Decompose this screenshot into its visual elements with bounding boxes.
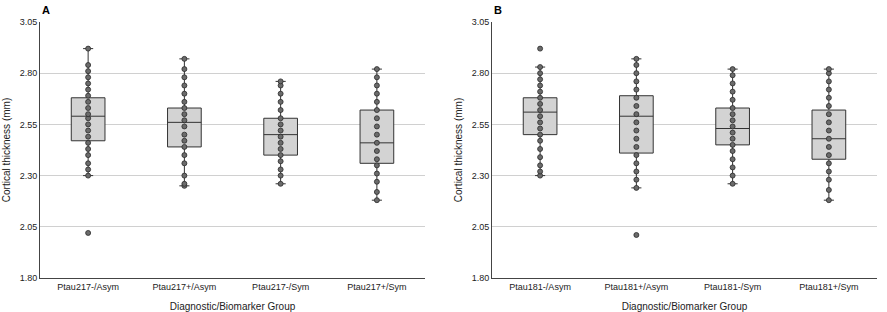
svg-text:Ptau217-/Asym: Ptau217-/Asym: [57, 282, 119, 292]
svg-text:Ptau181+/Asym: Ptau181+/Asym: [604, 282, 668, 292]
svg-text:3.05: 3.05: [20, 17, 38, 27]
svg-text:2.55: 2.55: [20, 120, 38, 130]
svg-text:3.05: 3.05: [472, 17, 490, 27]
svg-text:2.05: 2.05: [472, 222, 490, 232]
svg-text:2.55: 2.55: [472, 120, 490, 130]
svg-text:Cortical thickness (mm): Cortical thickness (mm): [1, 98, 12, 202]
svg-text:Ptau181-/Sym: Ptau181-/Sym: [704, 282, 761, 292]
svg-text:1.80: 1.80: [20, 273, 38, 283]
svg-text:Ptau181-/Asym: Ptau181-/Asym: [509, 282, 571, 292]
svg-text:A: A: [42, 4, 50, 16]
svg-text:1.80: 1.80: [472, 273, 490, 283]
svg-text:B: B: [494, 4, 502, 16]
svg-text:Ptau181+/Sym: Ptau181+/Sym: [799, 282, 858, 292]
svg-text:2.80: 2.80: [472, 68, 490, 78]
svg-text:Ptau217+/Asym: Ptau217+/Asym: [152, 282, 216, 292]
svg-text:Ptau217+/Sym: Ptau217+/Sym: [347, 282, 406, 292]
svg-text:2.80: 2.80: [20, 68, 38, 78]
svg-text:2.30: 2.30: [20, 171, 38, 181]
svg-text:2.30: 2.30: [472, 171, 490, 181]
svg-text:Diagnostic/Biomarker Group: Diagnostic/Biomarker Group: [622, 301, 748, 312]
svg-text:Cortical thickness (mm): Cortical thickness (mm): [453, 98, 464, 202]
svg-text:Ptau217-/Sym: Ptau217-/Sym: [252, 282, 309, 292]
svg-text:Diagnostic/Biomarker Group: Diagnostic/Biomarker Group: [170, 301, 296, 312]
svg-text:2.05: 2.05: [20, 222, 38, 232]
